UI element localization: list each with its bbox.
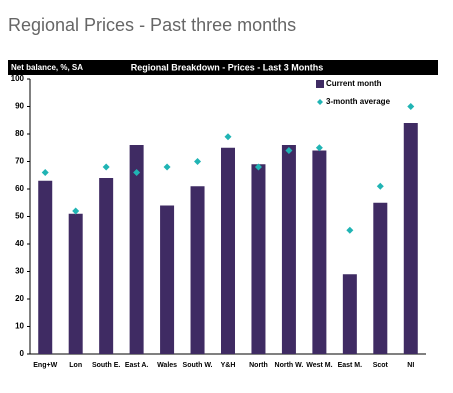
x-tick-label: East A.: [125, 362, 149, 369]
diamond-marker: [315, 144, 323, 152]
bar: [281, 145, 296, 354]
bar: [221, 147, 235, 354]
diamond-marker: [133, 169, 141, 176]
y-tick-label: 0: [20, 349, 25, 358]
y-tick-label: 30: [15, 267, 24, 276]
y-axis-label: Net balance, %, SA: [11, 63, 83, 72]
bar: [251, 164, 266, 354]
x-tick-label: Lon: [69, 362, 82, 369]
bar: [160, 205, 175, 354]
diamond-marker: [285, 147, 293, 154]
page-title: Regional Prices - Past three months: [8, 15, 296, 35]
x-tick-label: West M.: [306, 362, 332, 369]
bar: [403, 123, 418, 354]
x-tick-label: Wales: [157, 362, 177, 369]
diamond-marker: [346, 226, 354, 234]
y-tick-label: 80: [15, 129, 24, 138]
diamond-marker: [102, 163, 110, 171]
x-tick-label: Y&H: [221, 362, 236, 369]
diamond-marker: [194, 158, 202, 165]
x-tick-label: South E.: [92, 362, 120, 369]
header-bar: [8, 60, 438, 75]
y-tick-label: 10: [15, 322, 24, 331]
diamond-marker: [376, 182, 384, 190]
x-tick-label: North W.: [275, 362, 304, 369]
legend-label: 3-month average: [326, 97, 391, 106]
bar: [342, 274, 357, 354]
y-tick-label: 90: [15, 102, 24, 111]
y-tick-label: 100: [11, 74, 25, 83]
legend-swatch: [316, 80, 324, 88]
bar: [129, 145, 144, 354]
x-tick-label: South W.: [183, 362, 213, 369]
y-tick-label: 70: [15, 157, 24, 166]
bar: [38, 180, 53, 354]
x-tick-label: Scot: [373, 362, 389, 369]
x-tick-label: NI: [407, 362, 414, 369]
bar: [190, 186, 205, 354]
bar: [373, 202, 388, 354]
diamond-marker: [163, 163, 171, 171]
diamond-marker: [72, 207, 80, 215]
chart-title: Regional Breakdown - Prices - Last 3 Mon…: [131, 62, 324, 72]
diamond-marker: [224, 133, 232, 141]
legend-label: Current month: [326, 79, 382, 88]
x-tick-label: Eng+W: [33, 362, 57, 369]
diamond-marker: [254, 163, 262, 171]
y-tick-label: 60: [15, 184, 24, 193]
diamond-marker: [41, 169, 49, 176]
legend-swatch: [317, 99, 323, 105]
bar: [99, 178, 114, 354]
x-tick-label: North: [249, 362, 268, 369]
y-tick-label: 40: [15, 239, 24, 248]
y-tick-label: 20: [15, 294, 24, 303]
y-tick-label: 50: [15, 212, 24, 221]
diamond-marker: [407, 103, 415, 110]
bar: [312, 150, 327, 354]
bar: [68, 213, 83, 354]
x-tick-label: East M.: [338, 362, 363, 369]
